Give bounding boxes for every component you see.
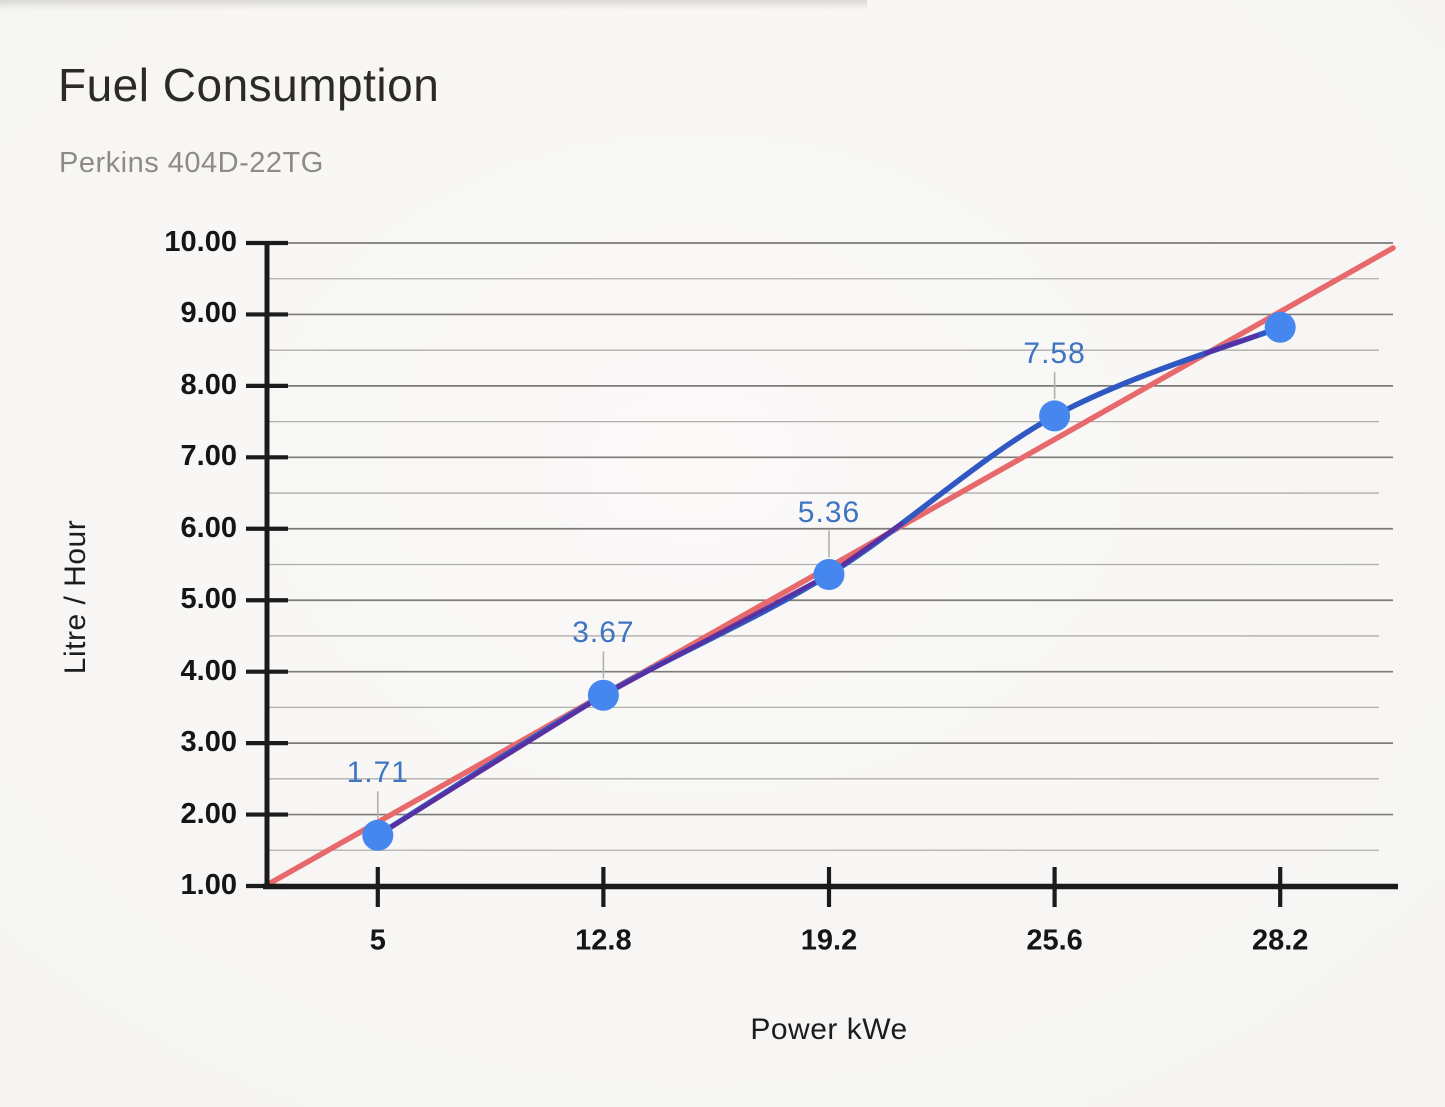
data-point-label: 7.58 — [1023, 336, 1086, 370]
y-tick-label: 8.00 — [180, 368, 237, 401]
y-tick-label: 4.00 — [180, 654, 237, 687]
y-tick-label: 6.00 — [180, 511, 237, 544]
data-point — [813, 559, 845, 591]
x-tick-label: 25.6 — [1026, 924, 1083, 957]
series-trendline-overlap — [375, 521, 904, 838]
data-point-label: 3.67 — [572, 616, 635, 650]
series-trendline-overlap — [1204, 333, 1259, 356]
x-tick-label: 28.2 — [1251, 924, 1309, 957]
x-tick-label: 19.2 — [800, 924, 858, 957]
x-tick-label: 12.8 — [575, 924, 632, 957]
chart-title: Fuel Consumption — [58, 59, 440, 111]
y-tick-label: 3.00 — [180, 725, 237, 758]
chart-subtitle: Perkins 404D-22TG — [59, 147, 324, 179]
x-axis-title: Power kWe — [750, 1013, 908, 1046]
y-tick-label: 1.00 — [180, 868, 237, 901]
data-point-label: 1.71 — [346, 756, 409, 790]
y-tick-label: 10.00 — [164, 225, 237, 258]
y-tick-label: 2.00 — [180, 797, 237, 830]
x-tick-label: 5 — [369, 924, 386, 957]
data-point — [1039, 400, 1071, 432]
data-point-label: 5.36 — [797, 495, 861, 529]
y-tick-label: 5.00 — [180, 583, 237, 616]
y-tick-label: 9.00 — [180, 297, 237, 330]
data-point — [1264, 311, 1296, 343]
data-point — [362, 819, 394, 851]
y-tick-label: 7.00 — [180, 440, 237, 473]
data-point — [587, 679, 619, 711]
